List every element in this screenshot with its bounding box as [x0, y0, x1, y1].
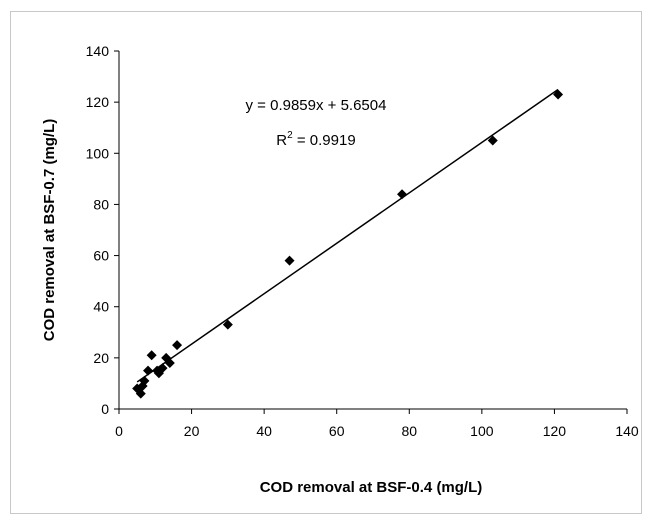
- trendline: [136, 88, 559, 383]
- data-point: [146, 350, 157, 361]
- data-point: [172, 340, 183, 351]
- y-tick-label: 20: [93, 350, 109, 366]
- r-squared-label: R2 = 0.9919: [276, 130, 355, 149]
- data-point: [157, 363, 168, 374]
- trendline-group: [136, 88, 559, 383]
- trendline-equation: y = 0.9859x + 5.6504: [246, 97, 387, 114]
- x-tick-label: 140: [615, 423, 639, 439]
- r-squared-value: = 0.9919: [293, 132, 356, 149]
- data-point: [222, 319, 233, 330]
- points-group: [132, 89, 564, 399]
- x-tick-label: 40: [256, 423, 272, 439]
- data-point: [487, 135, 498, 146]
- x-axis-title: COD removal at BSF-0.4 (mg/L): [260, 479, 483, 496]
- y-axis-title: COD removal at BSF-0.7 (mg/L): [41, 119, 58, 342]
- data-point: [164, 357, 175, 368]
- data-point: [397, 189, 408, 200]
- ticks: 0 20 40 60 80 100 120 140 0 20 40 60 80 100 120 140: [86, 43, 639, 439]
- data-point: [553, 89, 564, 100]
- chart-frame: [10, 11, 642, 514]
- y-tick-label: 40: [93, 299, 109, 315]
- axes: [118, 51, 627, 410]
- y-tick-label: 80: [93, 196, 109, 212]
- data-point: [284, 255, 295, 266]
- r-squared-superscript: 2: [287, 130, 293, 141]
- x-tick-label: 60: [329, 423, 345, 439]
- data-point: [135, 388, 146, 399]
- x-tick-label: 120: [543, 423, 567, 439]
- x-tick-label: 80: [401, 423, 417, 439]
- x-tick-label: 0: [115, 423, 123, 439]
- x-tick-label: 100: [470, 423, 494, 439]
- data-point: [139, 375, 150, 386]
- y-tick-label: 140: [86, 43, 110, 59]
- y-tick-label: 120: [86, 94, 110, 110]
- y-tick-label: 100: [86, 145, 110, 161]
- y-tick-label: 0: [101, 401, 109, 417]
- x-tick-label: 20: [184, 423, 200, 439]
- r-squared-prefix: R: [276, 132, 287, 149]
- y-tick-label: 60: [93, 248, 109, 264]
- data-point: [143, 365, 154, 376]
